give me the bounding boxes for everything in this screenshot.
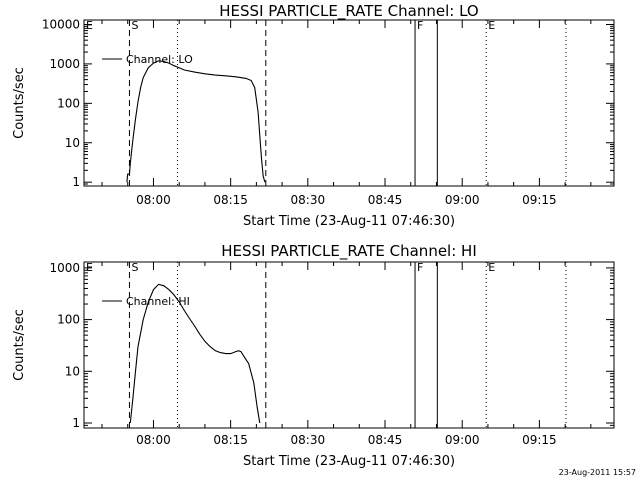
- hi-y-axis-label: Counts/sec: [12, 309, 27, 381]
- hi-legend-label: Channel: HI: [126, 295, 190, 308]
- lo-x-tick-label: 09:15: [522, 193, 557, 207]
- hi-event-marker-label: S: [131, 261, 138, 274]
- lo-y-axis-label: Counts/sec: [12, 67, 27, 139]
- hi-channel-panel: HESSI PARTICLE_RATE Channel: HI 1 10 100 100…: [12, 242, 615, 469]
- hi-series-line: [129, 283, 261, 424]
- lo-y-tick-label: 10000: [42, 17, 80, 31]
- hi-x-tick-label: 08:00: [136, 433, 171, 447]
- plot-timestamp: 23-Aug-2011 15:57: [559, 468, 636, 477]
- lo-y-tick-label: 1: [72, 175, 80, 189]
- hi-x-tick-label: 08:45: [368, 433, 403, 447]
- lo-chart-title: HESSI PARTICLE_RATE Channel: LO: [219, 2, 478, 21]
- lo-x-tick-label: 08:00: [136, 193, 171, 207]
- hi-x-axis-label: Start Time (23-Aug-11 07:46:30): [243, 454, 455, 469]
- hi-y-tick-label: 10: [65, 364, 80, 378]
- lo-legend-label: Channel: LO: [126, 53, 193, 66]
- hi-plot-frame: [83, 261, 615, 429]
- lo-y-tick-label: 10: [65, 136, 80, 150]
- hi-x-tick-label: 08:30: [291, 433, 326, 447]
- lo-y-tick-label: 1000: [49, 57, 80, 71]
- lo-x-tick-label: 08:15: [213, 193, 248, 207]
- lo-event-marker-label: E: [86, 19, 93, 32]
- hi-y-tick-label: 1: [72, 416, 80, 430]
- lo-event-marker-label: F: [417, 19, 423, 32]
- hi-y-tick-label: 100: [57, 313, 80, 327]
- lo-event-marker-label: S: [131, 19, 138, 32]
- lo-plot-frame: [83, 19, 615, 187]
- hi-x-tick-label: 09:15: [522, 433, 557, 447]
- lo-channel-panel: HESSI PARTICLE_RATE Channel: LO 1 10 100 100…: [12, 2, 615, 229]
- hi-event-marker-label: E: [86, 261, 93, 274]
- hi-chart-title: HESSI PARTICLE_RATE Channel: HI: [221, 242, 477, 261]
- hi-event-marker-label: E: [488, 261, 495, 274]
- lo-event-marker-label: E: [488, 19, 495, 32]
- lo-x-axis-label: Start Time (23-Aug-11 07:46:30): [243, 214, 455, 229]
- hi-x-tick-label: 08:15: [213, 433, 248, 447]
- lo-x-tick-label: 08:45: [368, 193, 403, 207]
- hi-event-marker-label: F: [417, 261, 423, 274]
- lo-series-line: [126, 60, 266, 183]
- lo-y-tick-label: 100: [57, 96, 80, 110]
- hi-y-tick-label: 1000: [49, 261, 80, 275]
- hi-x-tick-label: 09:00: [445, 433, 480, 447]
- lo-x-tick-label: 08:30: [291, 193, 326, 207]
- lo-x-tick-label: 09:00: [445, 193, 480, 207]
